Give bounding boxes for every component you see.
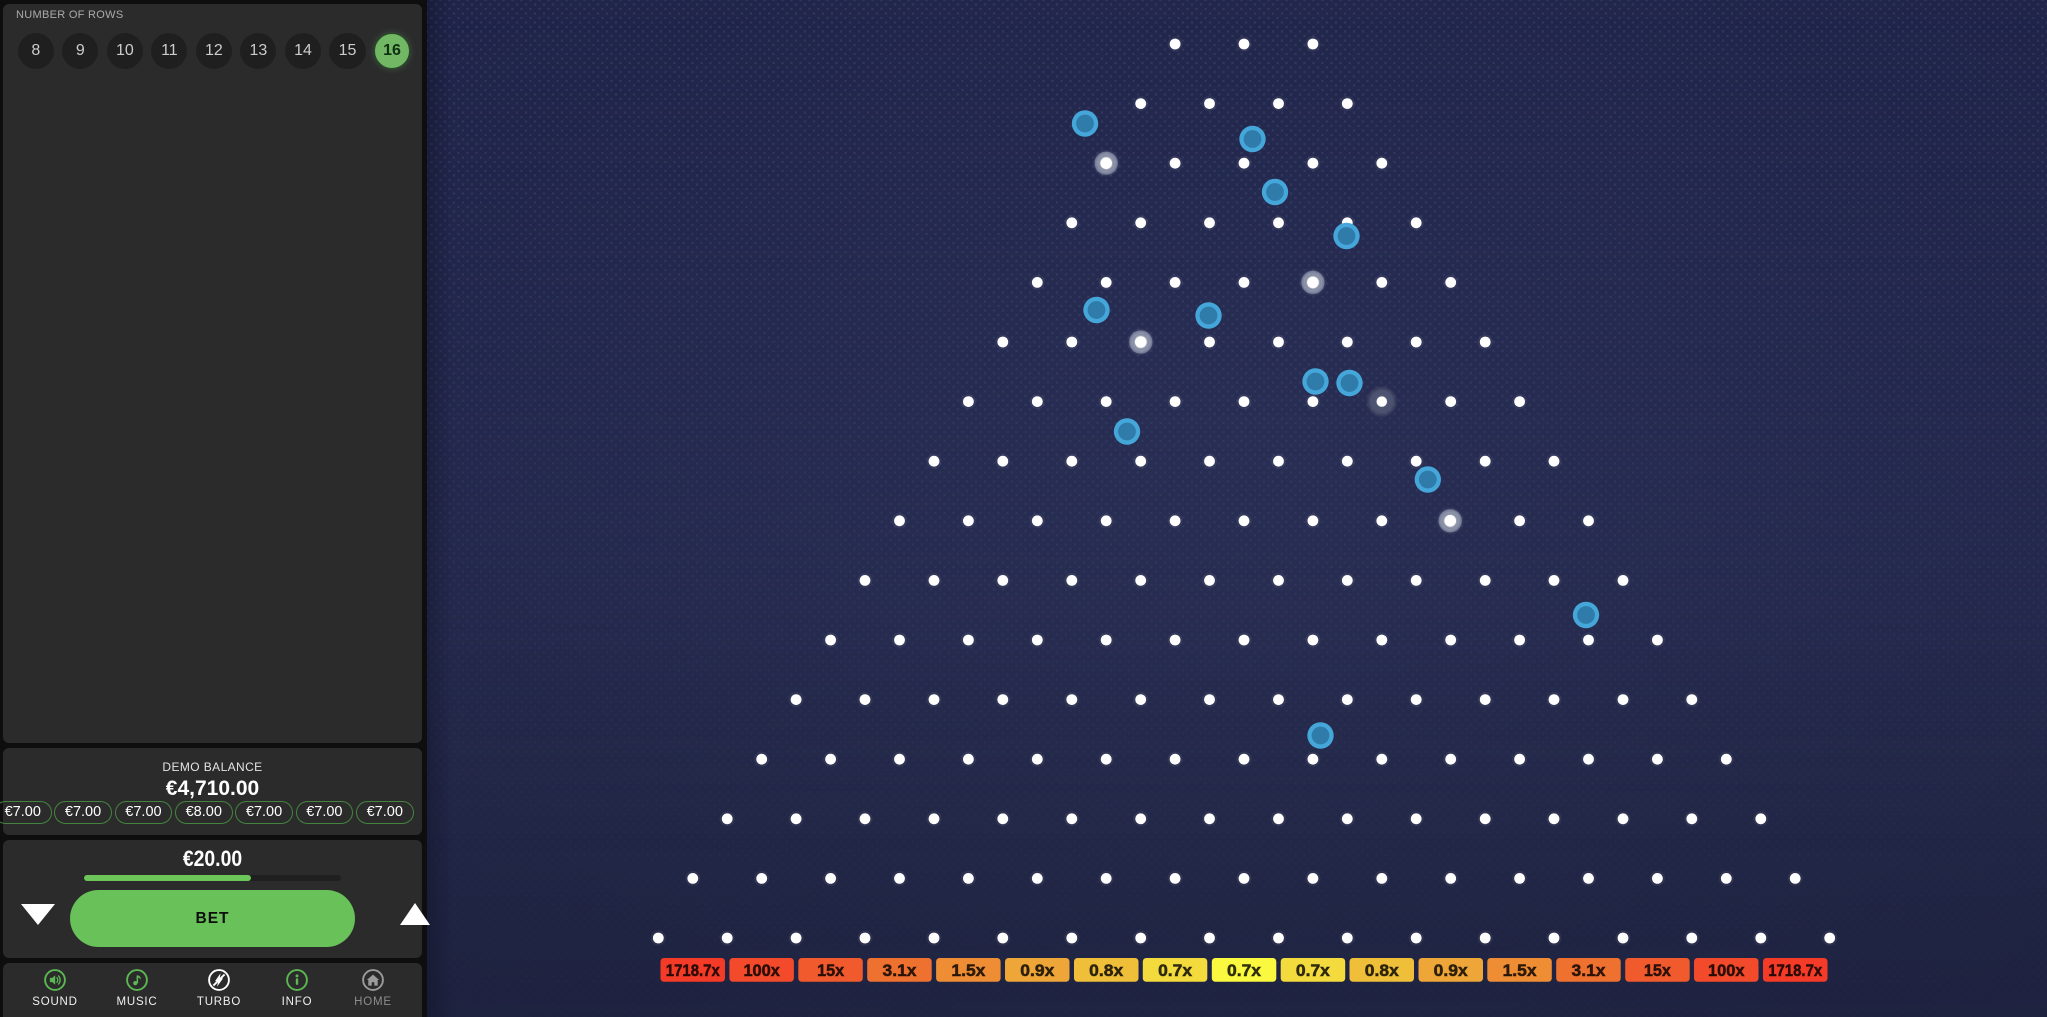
svg-text:3.1x: 3.1x (1572, 961, 1607, 980)
svg-text:100x: 100x (1708, 961, 1745, 980)
svg-text:15x: 15x (1644, 961, 1672, 980)
svg-text:0.7x: 0.7x (1227, 961, 1262, 980)
svg-text:15x: 15x (817, 961, 845, 980)
svg-text:0.8x: 0.8x (1365, 961, 1400, 980)
svg-text:1718.7x: 1718.7x (1768, 961, 1823, 980)
svg-text:1.5x: 1.5x (951, 961, 986, 980)
svg-text:0.9x: 0.9x (1434, 961, 1469, 980)
svg-text:0.8x: 0.8x (1089, 961, 1124, 980)
svg-text:100x: 100x (743, 961, 780, 980)
svg-text:1.5x: 1.5x (1503, 961, 1538, 980)
svg-text:0.9x: 0.9x (1020, 961, 1055, 980)
svg-text:0.7x: 0.7x (1296, 961, 1331, 980)
svg-text:0.7x: 0.7x (1158, 961, 1193, 980)
svg-text:3.1x: 3.1x (883, 961, 918, 980)
svg-text:1718.7x: 1718.7x (666, 961, 721, 980)
